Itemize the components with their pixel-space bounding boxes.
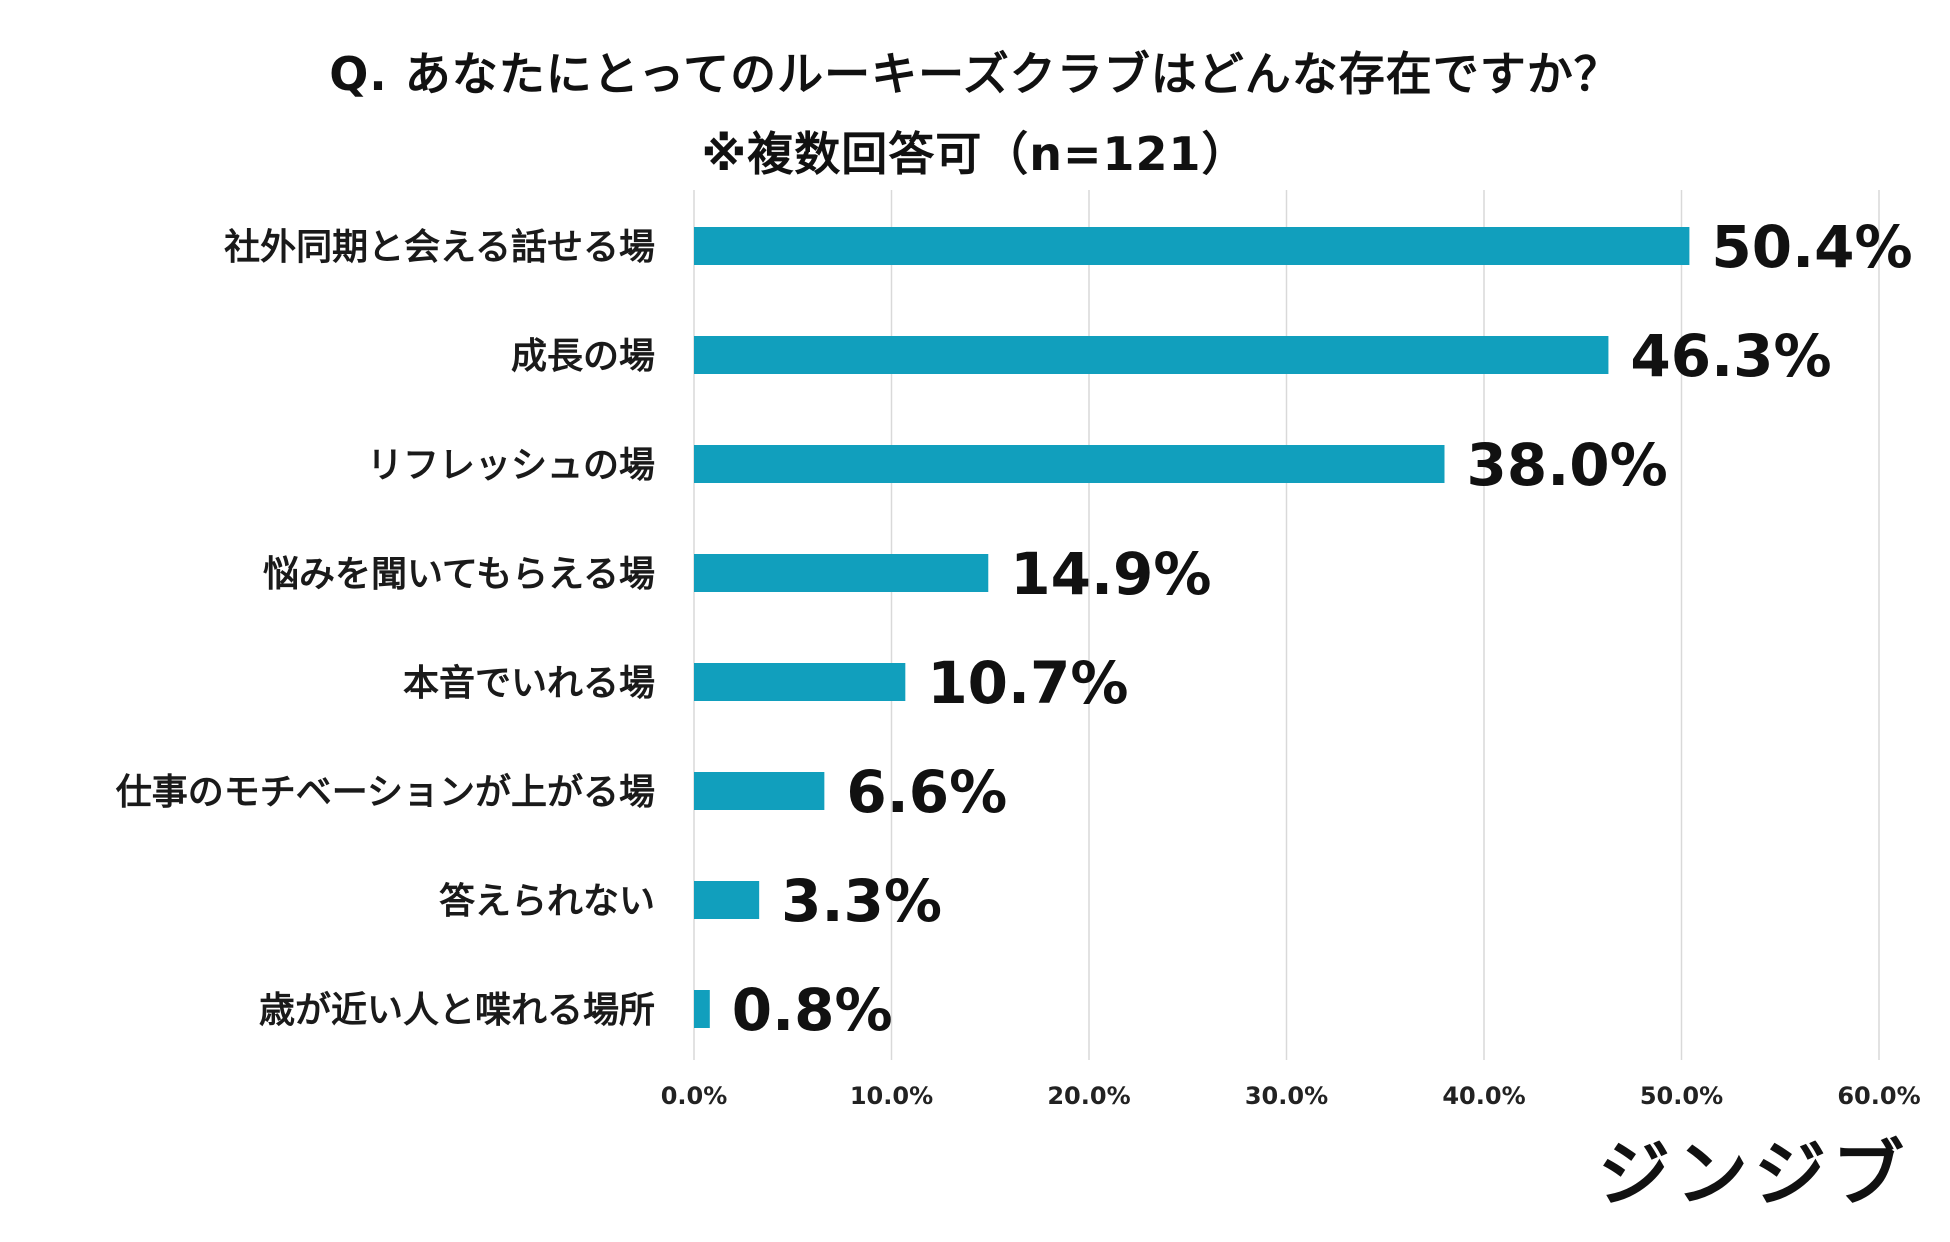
value-label: 3.3% bbox=[781, 867, 942, 935]
x-tick-label: 20.0% bbox=[1047, 1082, 1130, 1110]
bar bbox=[694, 336, 1609, 374]
bar bbox=[694, 881, 760, 919]
bar bbox=[694, 445, 1445, 483]
bar bbox=[694, 554, 989, 592]
chart-subtitle: ※複数回答可（n=121） bbox=[701, 127, 1249, 181]
category-label: 社外同期と会える話せる場 bbox=[224, 227, 655, 268]
bar bbox=[694, 227, 1690, 265]
x-tick-label: 30.0% bbox=[1245, 1082, 1328, 1110]
category-label: 本音でいれる場 bbox=[403, 663, 655, 704]
value-label: 0.8% bbox=[732, 976, 893, 1044]
x-tick-label: 0.0% bbox=[661, 1082, 728, 1110]
category-label: リフレッシュの場 bbox=[367, 445, 655, 486]
x-tick-label: 60.0% bbox=[1837, 1082, 1920, 1110]
category-label: 歳が近い人と喋れる場所 bbox=[259, 990, 655, 1031]
x-tick-label: 50.0% bbox=[1640, 1082, 1723, 1110]
chart-title: Q. あなたにとってのルーキーズクラブはどんな存在ですか？ bbox=[329, 47, 1621, 101]
value-label: 38.0% bbox=[1467, 431, 1668, 499]
category-label: 仕事のモチベーションが上がる場 bbox=[116, 772, 655, 813]
value-label: 14.9% bbox=[1010, 540, 1211, 608]
value-label: 46.3% bbox=[1630, 322, 1831, 390]
value-label: 6.6% bbox=[846, 758, 1007, 826]
bar bbox=[694, 663, 906, 701]
category-label: 悩みを聞いてもらえる場 bbox=[263, 554, 655, 595]
category-label: 成長の場 bbox=[511, 336, 655, 377]
bar bbox=[694, 990, 710, 1028]
value-label: 10.7% bbox=[927, 649, 1128, 717]
brand-logo: ジンジブ bbox=[1597, 1132, 1910, 1216]
x-tick-label: 10.0% bbox=[850, 1082, 933, 1110]
bar bbox=[694, 772, 825, 810]
category-label: 答えられない bbox=[439, 881, 655, 922]
x-tick-label: 40.0% bbox=[1442, 1082, 1525, 1110]
value-label: 50.4% bbox=[1711, 213, 1912, 281]
